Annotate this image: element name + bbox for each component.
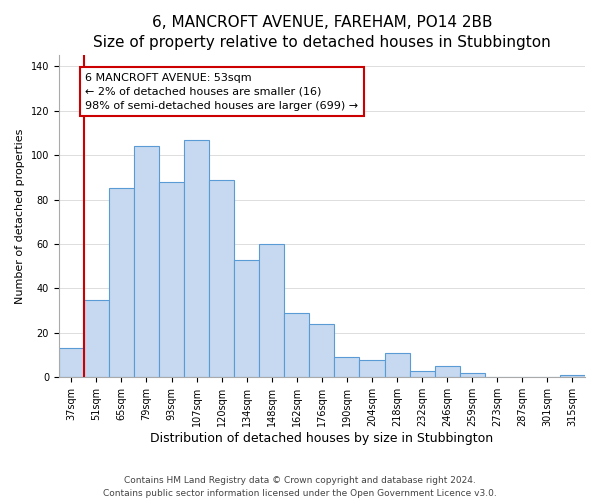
Text: Contains HM Land Registry data © Crown copyright and database right 2024.
Contai: Contains HM Land Registry data © Crown c… — [103, 476, 497, 498]
Bar — [284, 313, 310, 378]
Bar — [134, 146, 159, 378]
Bar — [359, 360, 385, 378]
Text: 6 MANCROFT AVENUE: 53sqm
← 2% of detached houses are smaller (16)
98% of semi-de: 6 MANCROFT AVENUE: 53sqm ← 2% of detache… — [85, 73, 358, 111]
Bar — [410, 370, 434, 378]
Bar — [560, 375, 585, 378]
Bar — [159, 182, 184, 378]
Bar — [334, 358, 359, 378]
Bar — [310, 324, 334, 378]
Bar — [434, 366, 460, 378]
Bar — [234, 260, 259, 378]
Title: 6, MANCROFT AVENUE, FAREHAM, PO14 2BB
Size of property relative to detached hous: 6, MANCROFT AVENUE, FAREHAM, PO14 2BB Si… — [93, 15, 551, 50]
Bar — [209, 180, 234, 378]
Y-axis label: Number of detached properties: Number of detached properties — [15, 128, 25, 304]
Bar — [59, 348, 84, 378]
Bar — [385, 353, 410, 378]
X-axis label: Distribution of detached houses by size in Stubbington: Distribution of detached houses by size … — [151, 432, 493, 445]
Bar — [184, 140, 209, 378]
Bar — [460, 373, 485, 378]
Bar — [84, 300, 109, 378]
Bar — [109, 188, 134, 378]
Bar — [259, 244, 284, 378]
